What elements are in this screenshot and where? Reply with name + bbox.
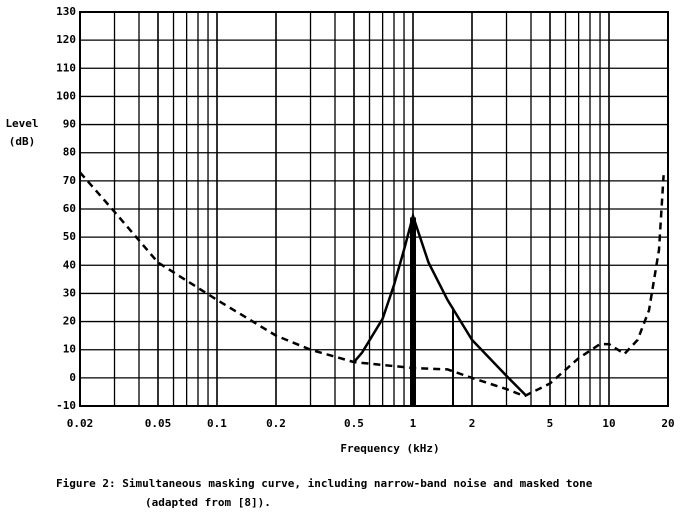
y-tick-label: 30 <box>63 286 76 299</box>
y-tick-label: 10 <box>63 343 76 356</box>
x-tick-label: 0.02 <box>67 417 94 430</box>
caption: (adapted from [8]). <box>145 496 271 509</box>
x-tick-label: 0.5 <box>344 417 364 430</box>
y-tick-label: -10 <box>56 399 76 412</box>
y-tick-label: 120 <box>56 33 76 46</box>
y-tick-label: 50 <box>63 230 76 243</box>
y-tick-label: 0 <box>69 371 76 384</box>
x-tick-label: 0.1 <box>207 417 227 430</box>
y-tick-label: 70 <box>63 174 76 187</box>
line <box>79 171 665 398</box>
y-label: (dB) <box>9 135 36 148</box>
x-tick-label: 10 <box>602 417 615 430</box>
plot-frame <box>79 11 669 407</box>
y-tick-label: 80 <box>63 146 76 159</box>
x-tick-label: 2 <box>469 417 476 430</box>
x-tick-label: 0.2 <box>266 417 286 430</box>
y-tick-label: 20 <box>63 315 76 328</box>
line <box>353 211 528 397</box>
x-label: Frequency (kHz) <box>340 442 439 455</box>
x-tick-label: 20 <box>661 417 674 430</box>
x-tick-label: 0.05 <box>145 417 172 430</box>
y-tick-label: 60 <box>63 202 76 215</box>
y-tick-label: 110 <box>56 61 76 74</box>
y-tick-label: 40 <box>63 258 76 271</box>
x-tick-label: 1 <box>410 417 417 430</box>
caption: Figure 2: Simultaneous masking curve, in… <box>56 477 593 490</box>
y-tick-label: 100 <box>56 89 76 102</box>
y-tick-label: 90 <box>63 118 76 131</box>
x-tick-label: 5 <box>547 417 554 430</box>
y-tick-label: 130 <box>56 5 76 18</box>
y-label: Level <box>5 117 38 130</box>
